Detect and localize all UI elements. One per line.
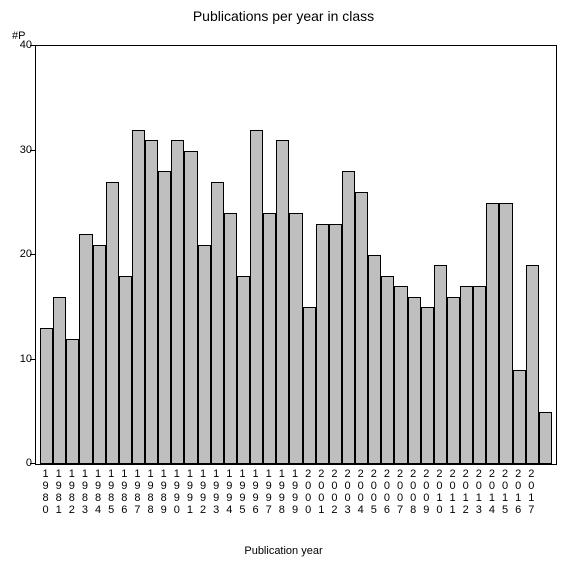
x-tick-label: 1981 bbox=[54, 468, 64, 516]
bar bbox=[394, 286, 407, 464]
x-tick-label: 1983 bbox=[80, 468, 90, 516]
x-tick-label: 2014 bbox=[487, 468, 497, 516]
plot-area bbox=[35, 45, 557, 465]
bar bbox=[368, 255, 381, 464]
bar bbox=[158, 171, 171, 464]
bar bbox=[316, 224, 329, 464]
bar bbox=[184, 151, 197, 465]
x-tick-label: 2010 bbox=[434, 468, 444, 516]
x-tick-label: 2015 bbox=[500, 468, 510, 516]
bar bbox=[421, 307, 434, 464]
bar bbox=[106, 182, 119, 464]
x-tick-label: 1994 bbox=[224, 468, 234, 516]
x-tick-label: 1982 bbox=[67, 468, 77, 516]
bar bbox=[66, 339, 79, 464]
bars-container bbox=[36, 46, 556, 464]
bar bbox=[263, 213, 276, 464]
bar bbox=[93, 245, 106, 464]
bar bbox=[499, 203, 512, 464]
x-tick-label: 1988 bbox=[146, 468, 156, 516]
bar bbox=[486, 203, 499, 464]
x-tick-label: 1999 bbox=[290, 468, 300, 516]
bar bbox=[145, 140, 158, 464]
x-tick-label: 1991 bbox=[185, 468, 195, 516]
chart-title: Publications per year in class bbox=[0, 8, 567, 24]
x-tick-label: 1993 bbox=[211, 468, 221, 516]
x-tick-label: 1992 bbox=[198, 468, 208, 516]
bar bbox=[447, 297, 460, 464]
x-tick-label: 1997 bbox=[264, 468, 274, 516]
x-tick-label: 1987 bbox=[132, 468, 142, 516]
bar bbox=[355, 192, 368, 464]
x-tick-label: 2009 bbox=[421, 468, 431, 516]
bar bbox=[460, 286, 473, 464]
x-tick-label: 1995 bbox=[237, 468, 247, 516]
bar bbox=[329, 224, 342, 464]
x-tick-label: 2000 bbox=[303, 468, 313, 516]
bar bbox=[539, 412, 552, 464]
x-tick-label: 2004 bbox=[356, 468, 366, 516]
x-axis-label: Publication year bbox=[0, 545, 567, 557]
x-tick-label: 2007 bbox=[395, 468, 405, 516]
x-tick-label: 1980 bbox=[41, 468, 51, 516]
chart-container: Publications per year in class #P 010203… bbox=[0, 0, 567, 567]
x-tick-label: 2006 bbox=[382, 468, 392, 516]
x-tick-label: 2001 bbox=[316, 468, 326, 516]
bar bbox=[198, 245, 211, 464]
bar bbox=[40, 328, 53, 464]
x-tick-label: 2008 bbox=[408, 468, 418, 516]
bar bbox=[473, 286, 486, 464]
x-tick-label: 1985 bbox=[106, 468, 116, 516]
bar bbox=[237, 276, 250, 464]
bar bbox=[79, 234, 92, 464]
bar bbox=[211, 182, 224, 464]
bar bbox=[342, 171, 355, 464]
bar bbox=[381, 276, 394, 464]
x-tick-label: 1996 bbox=[251, 468, 261, 516]
bar bbox=[250, 130, 263, 464]
x-tick-label: 1984 bbox=[93, 468, 103, 516]
x-tick-label: 2005 bbox=[369, 468, 379, 516]
x-tick-label: 1986 bbox=[119, 468, 129, 516]
x-tick-label: 2017 bbox=[526, 468, 536, 516]
bar bbox=[408, 297, 421, 464]
bar bbox=[289, 213, 302, 464]
bar bbox=[224, 213, 237, 464]
x-tick-label: 2003 bbox=[343, 468, 353, 516]
x-tick-label: 2012 bbox=[461, 468, 471, 516]
x-tick-label: 1998 bbox=[277, 468, 287, 516]
bar bbox=[434, 265, 447, 464]
bar bbox=[171, 140, 184, 464]
x-tick-label: 2002 bbox=[329, 468, 339, 516]
bar bbox=[132, 130, 145, 464]
x-tick-label: 2011 bbox=[448, 468, 458, 516]
x-tick-label: 1990 bbox=[172, 468, 182, 516]
bar bbox=[303, 307, 316, 464]
x-tick-label: 2016 bbox=[513, 468, 523, 516]
bar bbox=[526, 265, 539, 464]
bar bbox=[276, 140, 289, 464]
bar bbox=[53, 297, 66, 464]
bar bbox=[513, 370, 526, 464]
x-tick-label: 2013 bbox=[474, 468, 484, 516]
x-tick-label: 1989 bbox=[159, 468, 169, 516]
bar bbox=[119, 276, 132, 464]
